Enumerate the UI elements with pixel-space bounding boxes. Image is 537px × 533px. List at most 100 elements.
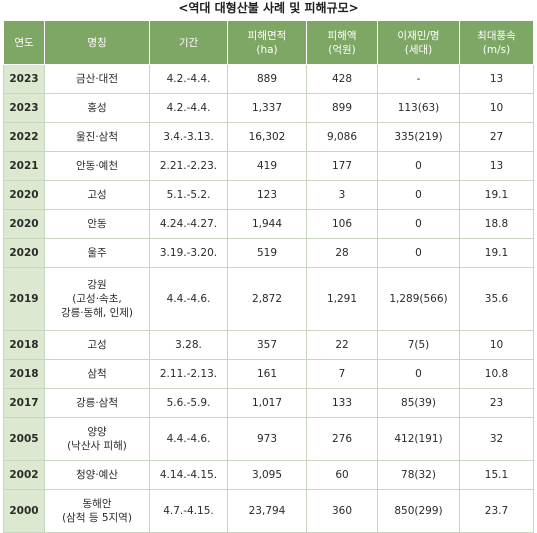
name-line: 안동·예천	[76, 160, 118, 172]
name-line: 안동	[87, 218, 107, 230]
name-line: 고성	[87, 189, 107, 201]
cell-period: 2.21.-2.23.	[149, 151, 228, 181]
name-line: 강릉·동해, 인제)	[60, 307, 134, 319]
cell-amount: 360	[306, 489, 378, 533]
column-header-name: 명칭	[44, 20, 150, 65]
cell-area: 161	[227, 359, 307, 389]
cell-name: 삼척	[44, 359, 150, 389]
cell-area: 3,095	[227, 460, 307, 490]
cell-year: 2018	[3, 359, 45, 389]
cell-displaced: 0	[377, 180, 460, 210]
cell-amount: 9,086	[306, 122, 378, 152]
cell-displaced: -	[377, 64, 460, 94]
cell-area: 16,302	[227, 122, 307, 152]
column-header-text: (세대)	[404, 43, 433, 56]
cell-name: 고성	[44, 330, 150, 360]
cell-name: 울주	[44, 238, 150, 268]
table-row: 2018 고성 3.28. 357 22 7(5) 10	[3, 330, 534, 360]
cell-period: 4.4.-4.6.	[149, 417, 228, 461]
column-header-year: 연도	[3, 20, 45, 65]
table-row: 2018 삼척 2.11.-2.13. 161 7 0 10.8	[3, 359, 534, 389]
cell-area: 1,017	[227, 388, 307, 418]
name-line: (낙산사 피해)	[67, 440, 127, 452]
cell-year: 2020	[3, 209, 45, 239]
cell-period: 5.6.-5.9.	[149, 388, 228, 418]
table-row: 2023 금산·대전 4.2.-4.4. 889 428-13	[3, 64, 534, 94]
table-header: 연도 명칭 기간 피해면적 (ha) 피해액 (억원) 이재민/명 (세대) 최대풍속 (m/s)	[3, 20, 534, 65]
cell-displaced: 0	[377, 209, 460, 239]
name-line: 청양·예산	[76, 469, 118, 481]
cell-area: 519	[227, 238, 307, 268]
cell-area: 1,944	[227, 209, 307, 239]
column-header-period: 기간	[149, 20, 228, 65]
cell-year: 2000	[3, 489, 45, 533]
cell-displaced: 78(32)	[377, 460, 460, 490]
cell-name: 금산·대전	[44, 64, 150, 94]
column-header-text: 피해면적	[247, 29, 287, 42]
cell-period: 4.4.-4.6.	[149, 267, 228, 331]
name-line: 강원	[87, 279, 107, 291]
column-header-text: (ha)	[256, 43, 278, 56]
name-line: 고성	[87, 339, 107, 351]
cell-year: 2005	[3, 417, 45, 461]
table-row: 2021 안동·예천 2.21.-2.23. 419 177 0 13	[3, 151, 534, 181]
cell-wind: 13	[459, 151, 534, 181]
cell-displaced: 1,289(566)	[377, 267, 460, 331]
cell-period: 4.24.-4.27.	[149, 209, 228, 239]
wildfire-table: 연도 명칭 기간 피해면적 (ha) 피해액 (억원) 이재민/명 (세대) 최대풍속 (m/s) …	[3, 20, 534, 533]
column-header-text: (억원)	[328, 43, 356, 56]
cell-name: 안동	[44, 209, 150, 239]
cell-wind: 23	[459, 388, 534, 418]
cell-period: 4.14.-4.15.	[149, 460, 228, 490]
cell-wind: 19.1	[459, 238, 534, 268]
name-line: 강릉·삼척	[76, 397, 118, 409]
cell-year: 2019	[3, 267, 45, 331]
table-body: 2023 금산·대전 4.2.-4.4. 889 428-13 2023 홍성 4.2.-4.…	[3, 64, 534, 533]
cell-period: 4.2.-4.4.	[149, 93, 228, 123]
cell-period: 3.28.	[149, 330, 228, 360]
cell-displaced: 0	[377, 238, 460, 268]
table-row: 2002 청양·예산 4.14.-4.15. 3,095 60 78(32) 15.1	[3, 460, 534, 490]
name-line: 양양	[87, 426, 107, 438]
name-line: 동해안	[82, 498, 112, 510]
column-header-text: (m/s)	[482, 43, 511, 56]
cell-wind: 10.8	[459, 359, 534, 389]
cell-year: 2023	[3, 93, 45, 123]
table-row: 2005 양양 (낙산사 피해) 4.4.-4.6. 973 276 412(191) 32	[3, 417, 534, 461]
cell-displaced: 85(39)	[377, 388, 460, 418]
cell-wind: 32	[459, 417, 534, 461]
column-header-text: 이재민/명	[397, 29, 440, 42]
cell-area: 123	[227, 180, 307, 210]
cell-name: 울진·삼척	[44, 122, 150, 152]
cell-displaced: 0	[377, 359, 460, 389]
table-row: 2023 홍성 4.2.-4.4. 1,337 899 113(63) 10	[3, 93, 534, 123]
table-row: 2020 고성 5.1.-5.2. 123 3 0 19.1	[3, 180, 534, 210]
cell-period: 5.1.-5.2.	[149, 180, 228, 210]
cell-amount: 899	[306, 93, 378, 123]
name-line: 울주	[87, 247, 107, 259]
cell-period: 4.2.-4.4.	[149, 64, 228, 94]
cell-wind: 10	[459, 93, 534, 123]
cell-amount: 276	[306, 417, 378, 461]
cell-period: 3.4.-3.13.	[149, 122, 228, 152]
cell-wind: 19.1	[459, 180, 534, 210]
cell-area: 973	[227, 417, 307, 461]
column-header-area: 피해면적 (ha)	[227, 20, 307, 65]
name-line: (고성·속초,	[72, 293, 122, 305]
cell-amount: 1,291	[306, 267, 378, 331]
column-header-text: 기간	[178, 36, 199, 49]
table-row: 2020 안동 4.24.-4.27. 1,944 106 0 18.8	[3, 209, 534, 239]
table-row: 2019 강원 (고성·속초, 강릉·동해, 인제) 4.4.-4.6. 2,872 1,2…	[3, 267, 534, 331]
cell-area: 357	[227, 330, 307, 360]
name-line: 울진·삼척	[76, 131, 118, 143]
cell-amount: 60	[306, 460, 378, 490]
cell-year: 2022	[3, 122, 45, 152]
name-line: 삼척	[87, 368, 107, 380]
cell-amount: 28	[306, 238, 378, 268]
cell-year: 2023	[3, 64, 45, 94]
cell-amount: 3	[306, 180, 378, 210]
header-row: 연도 명칭 기간 피해면적 (ha) 피해액 (억원) 이재민/명 (세대) 최대풍속 (m/s)	[3, 20, 534, 65]
cell-year: 2020	[3, 238, 45, 268]
cell-area: 419	[227, 151, 307, 181]
cell-year: 2002	[3, 460, 45, 490]
